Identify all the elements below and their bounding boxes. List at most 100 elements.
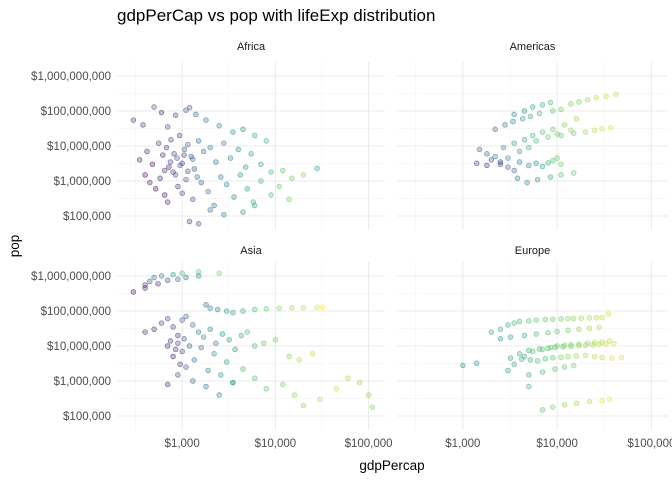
data-point [565, 315, 571, 322]
data-point [203, 117, 209, 123]
facet-label: Asia [240, 245, 262, 257]
data-point [193, 111, 199, 118]
data-point [289, 175, 295, 182]
data-point [317, 396, 323, 403]
data-point [545, 329, 551, 336]
y-tick-label: $10,000,000 [47, 341, 111, 353]
y-tick-label: $100,000,000 [41, 106, 111, 118]
data-point [576, 99, 582, 105]
data-point [251, 375, 258, 382]
data-point [516, 159, 523, 165]
data-point [164, 343, 171, 349]
data-point [175, 276, 181, 283]
data-point [539, 407, 546, 413]
data-point [142, 329, 148, 335]
data-point [599, 397, 605, 404]
data-point [596, 341, 603, 348]
data-point [497, 159, 504, 165]
data-point [200, 148, 207, 155]
data-point [172, 346, 179, 353]
data-point [333, 386, 340, 392]
data-point [172, 112, 179, 119]
data-point [207, 144, 213, 151]
y-tick-label: $100,000 [63, 411, 111, 423]
data-point [198, 344, 204, 351]
data-point [136, 157, 143, 163]
data-point [570, 130, 577, 137]
data-point [172, 172, 179, 178]
data-point [186, 343, 193, 349]
data-point [536, 346, 543, 352]
data-point [593, 94, 600, 101]
data-point [289, 304, 295, 311]
data-point [223, 359, 230, 365]
data-point [211, 202, 217, 209]
data-point [584, 96, 591, 103]
data-point [582, 342, 589, 349]
data-point [205, 188, 211, 195]
data-point [190, 196, 196, 203]
data-point [164, 381, 171, 388]
data-point [511, 320, 517, 326]
data-point [505, 155, 511, 161]
data-point [175, 340, 181, 346]
data-point [195, 329, 202, 335]
data-point [533, 138, 539, 144]
data-point [268, 192, 274, 198]
data-point [558, 106, 564, 113]
data-point [168, 137, 174, 143]
data-point [319, 304, 326, 310]
data-point [280, 167, 286, 174]
data-point [175, 332, 181, 339]
data-point [158, 273, 165, 279]
data-point [558, 172, 564, 178]
data-point [190, 378, 196, 384]
data-point [223, 308, 230, 314]
data-point [314, 304, 320, 311]
data-point [183, 313, 189, 320]
data-point [573, 400, 580, 407]
data-point [300, 304, 307, 311]
data-point [511, 167, 517, 174]
data-point [533, 331, 539, 337]
data-point [213, 159, 219, 165]
y-tick-label: $1,000,000,000 [31, 71, 111, 83]
data-point [195, 221, 202, 227]
data-point [232, 346, 238, 353]
y-tick-label: $1,000,000 [53, 376, 111, 388]
data-point [231, 194, 237, 200]
data-point [151, 326, 157, 333]
data-point [235, 146, 242, 153]
data-point [186, 104, 193, 111]
data-point [195, 273, 202, 279]
data-point [539, 129, 546, 135]
data-point [526, 318, 532, 324]
data-point [609, 355, 615, 361]
data-point [565, 353, 571, 360]
data-point [186, 218, 193, 225]
data-point [599, 314, 605, 321]
data-point [492, 126, 498, 133]
data-point [190, 322, 196, 328]
data-point [510, 118, 516, 125]
data-point [593, 315, 600, 321]
data-point [545, 134, 551, 140]
data-point [191, 357, 198, 363]
data-point [521, 137, 528, 143]
data-point [507, 355, 514, 361]
data-point [142, 285, 148, 291]
data-point [586, 398, 593, 405]
data-point [230, 379, 236, 386]
data-point [226, 337, 232, 343]
data-point [160, 152, 166, 158]
data-point [539, 102, 546, 108]
data-point [576, 341, 582, 347]
data-point [263, 306, 270, 312]
data-point [181, 336, 187, 342]
data-point [167, 338, 174, 344]
x-tick-label: $1,000 [445, 438, 480, 450]
data-point [511, 111, 517, 118]
data-point [369, 404, 376, 410]
data-point [345, 375, 351, 382]
data-point [164, 199, 171, 205]
